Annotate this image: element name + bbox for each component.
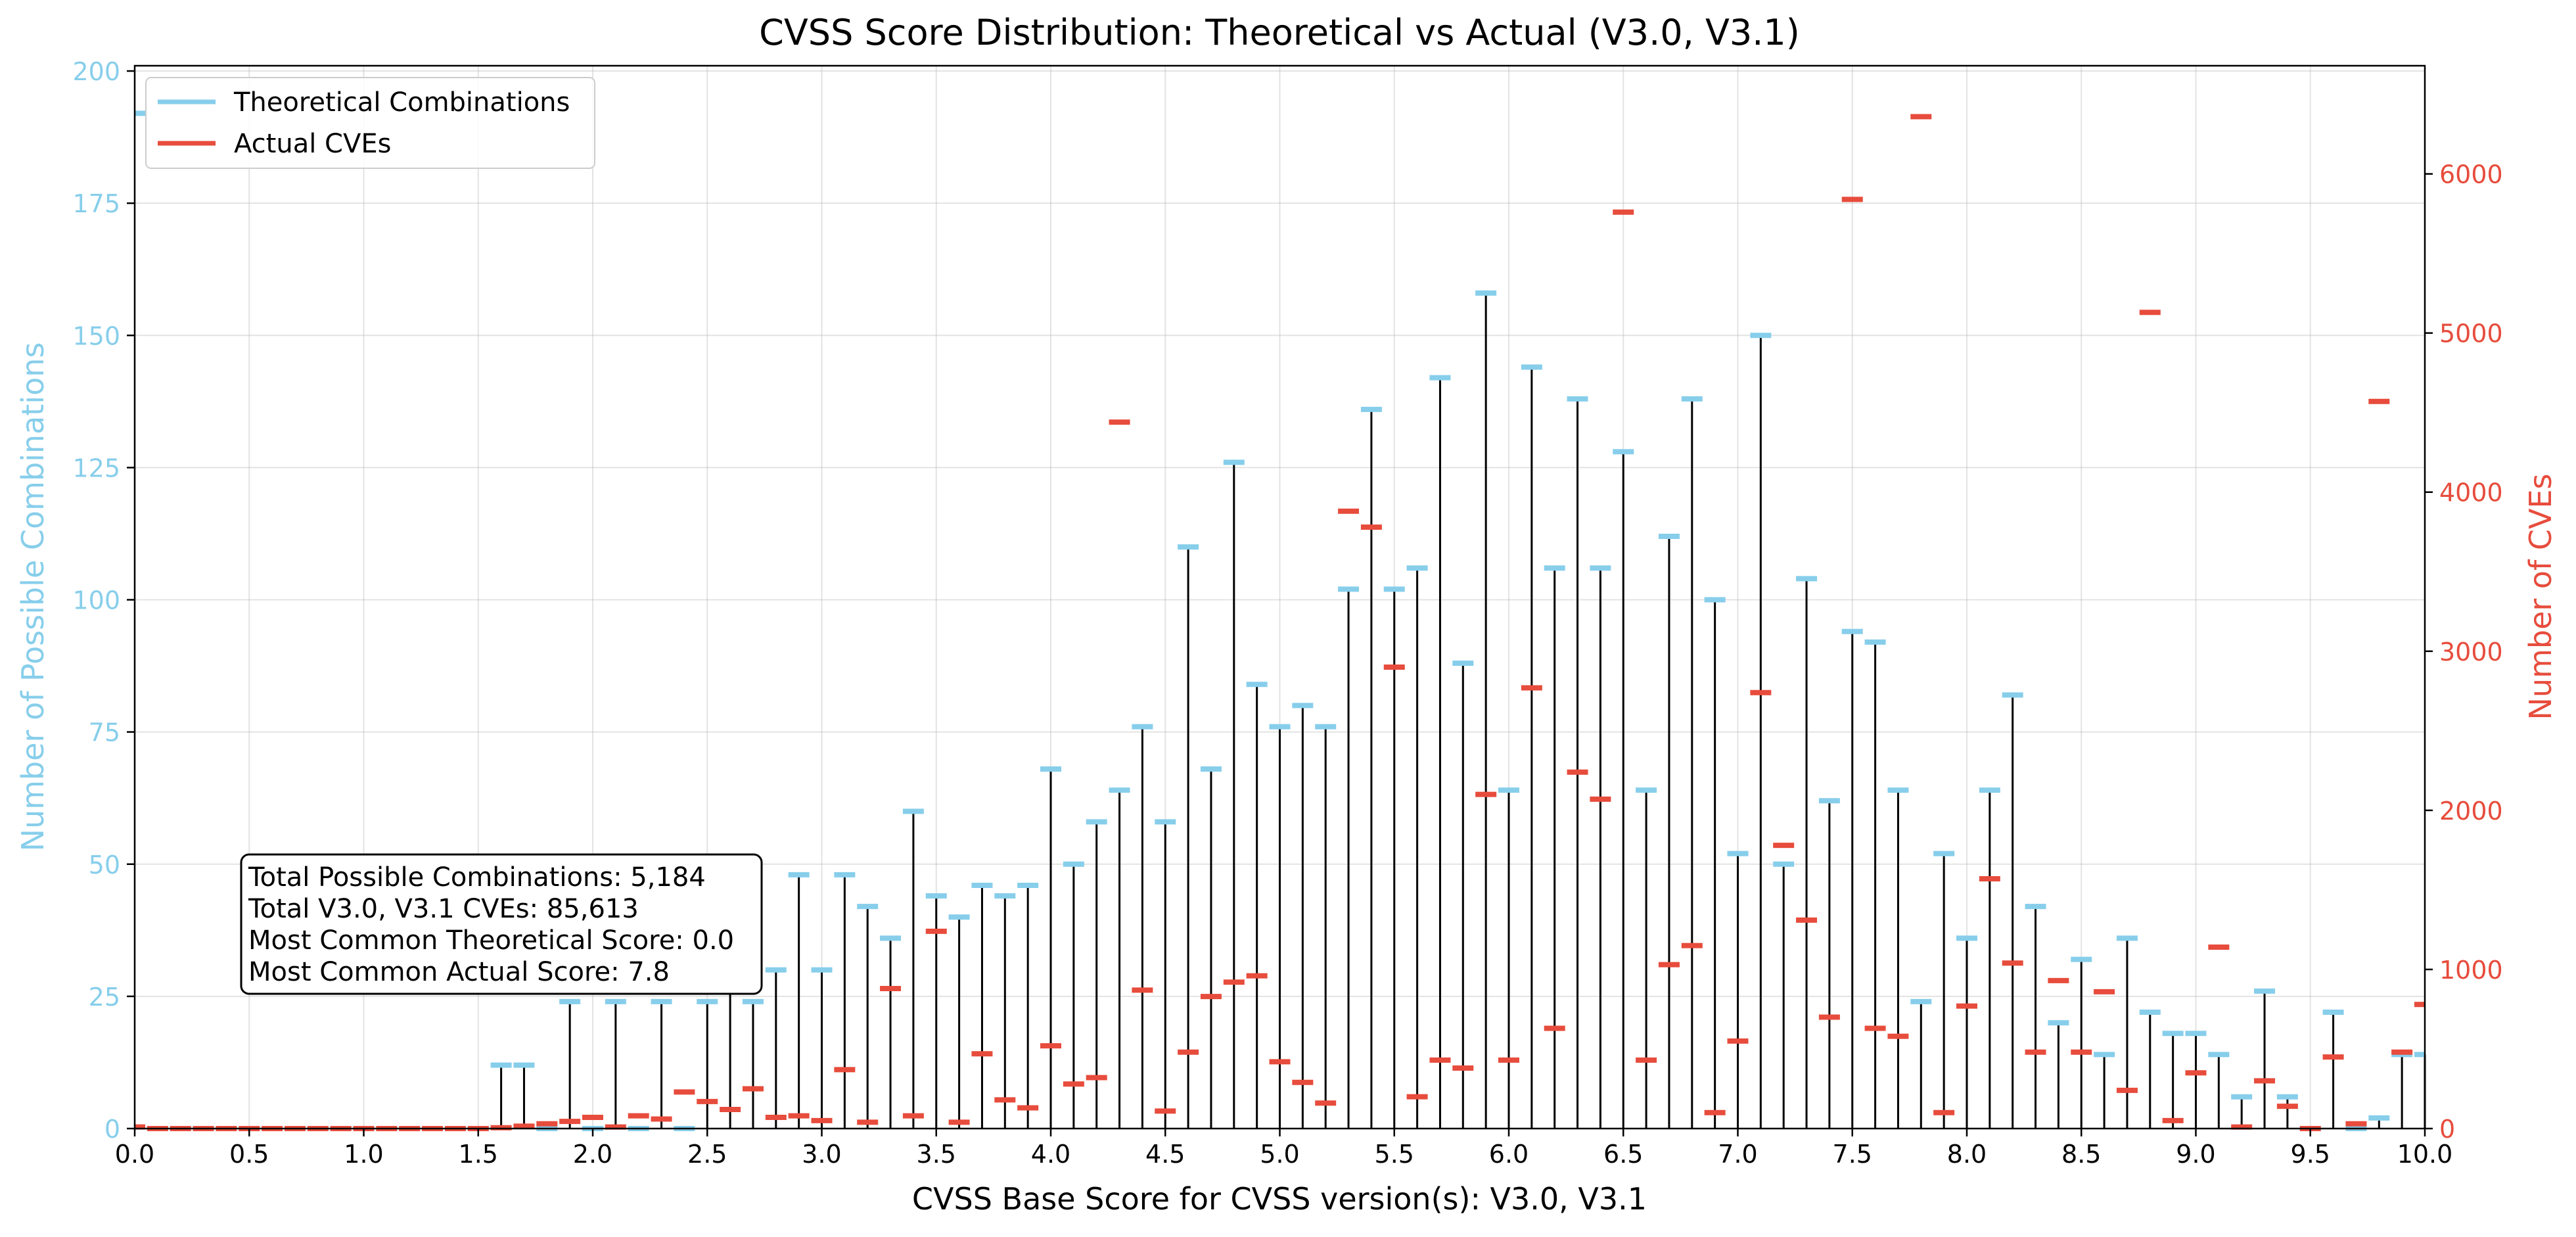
right-tick-label: 0 bbox=[2439, 1115, 2455, 1144]
right-axis-ticks: 0 1000 2000 3000 4000 5000 6000 bbox=[2425, 160, 2503, 1144]
x-tick-label: 4.5 bbox=[1145, 1140, 1185, 1169]
x-tick-label: 9.0 bbox=[2176, 1140, 2215, 1169]
left-tick-label: 50 bbox=[89, 851, 120, 879]
left-tick-label: 25 bbox=[89, 983, 120, 1012]
right-tick-label: 3000 bbox=[2439, 638, 2503, 666]
chart-title: CVSS Score Distribution: Theoretical vs … bbox=[759, 12, 1800, 53]
x-tick-label: 6.5 bbox=[1603, 1140, 1643, 1169]
right-tick-label: 6000 bbox=[2439, 160, 2503, 189]
stat-total-cves: Total V3.0, V3.1 CVEs: 85,613 bbox=[248, 894, 639, 924]
x-axis-label: CVSS Base Score for CVSS version(s): V3.… bbox=[912, 1181, 1647, 1217]
x-tick-label: 7.5 bbox=[1833, 1140, 1872, 1169]
left-axis-label: Number of Possible Combinations bbox=[15, 342, 51, 852]
x-tick-label: 2.5 bbox=[687, 1140, 727, 1169]
x-tick-label: 5.0 bbox=[1260, 1140, 1299, 1169]
x-tick-label: 8.5 bbox=[2061, 1140, 2101, 1169]
x-tick-label: 8.0 bbox=[1947, 1140, 1987, 1169]
left-tick-label: 200 bbox=[72, 57, 120, 86]
x-tick-label: 5.5 bbox=[1375, 1140, 1414, 1169]
right-tick-label: 4000 bbox=[2439, 478, 2503, 507]
stat-total-combinations: Total Possible Combinations: 5,184 bbox=[248, 862, 706, 893]
right-tick-label: 1000 bbox=[2439, 956, 2503, 985]
left-tick-label: 150 bbox=[72, 321, 120, 350]
right-tick-label: 2000 bbox=[2439, 797, 2503, 826]
left-axis-ticks: 0 25 50 75 100 125 150 175 200 bbox=[72, 57, 135, 1144]
x-tick-label: 10.0 bbox=[2397, 1140, 2453, 1169]
x-tick-label: 0.5 bbox=[229, 1140, 269, 1169]
stats-box bbox=[240, 853, 763, 995]
x-tick-label: 1.0 bbox=[344, 1140, 383, 1169]
stat-common-theoretical: Most Common Theoretical Score: 0.0 bbox=[248, 925, 734, 956]
left-tick-label: 0 bbox=[104, 1115, 120, 1144]
x-tick-label: 0.0 bbox=[115, 1140, 154, 1169]
x-tick-label: 2.0 bbox=[573, 1140, 612, 1169]
x-tick-label: 3.0 bbox=[802, 1140, 841, 1169]
right-axis-label: Number of CVEs bbox=[2523, 474, 2558, 720]
x-tick-label: 6.0 bbox=[1489, 1140, 1529, 1169]
x-axis-ticks: 0.0 0.5 1.0 1.5 2.0 2.5 3.0 3.5 4.0 4.5 5.0 5.5 6.0 6… bbox=[115, 1129, 2453, 1169]
legend-label-actual: Actual CVEs bbox=[234, 129, 391, 159]
legend-box bbox=[145, 77, 595, 169]
left-tick-label: 75 bbox=[89, 718, 120, 747]
legend-label-theoretical: Theoretical Combinations bbox=[233, 87, 570, 118]
stat-common-actual: Most Common Actual Score: 7.8 bbox=[248, 957, 670, 987]
left-tick-label: 100 bbox=[72, 586, 120, 615]
left-tick-label: 125 bbox=[72, 454, 120, 482]
x-tick-label: 7.0 bbox=[1718, 1140, 1757, 1169]
x-tick-label: 9.5 bbox=[2291, 1140, 2330, 1169]
legend: Theoretical Combinations Actual CVEs bbox=[145, 77, 595, 169]
right-tick-label: 5000 bbox=[2439, 319, 2503, 348]
x-tick-label: 1.5 bbox=[459, 1140, 498, 1169]
x-tick-label: 4.0 bbox=[1031, 1140, 1070, 1169]
left-tick-label: 175 bbox=[72, 189, 120, 218]
stats-annotation: Total Possible Combinations: 5,184 Total… bbox=[240, 853, 763, 995]
x-tick-label: 3.5 bbox=[917, 1140, 956, 1169]
